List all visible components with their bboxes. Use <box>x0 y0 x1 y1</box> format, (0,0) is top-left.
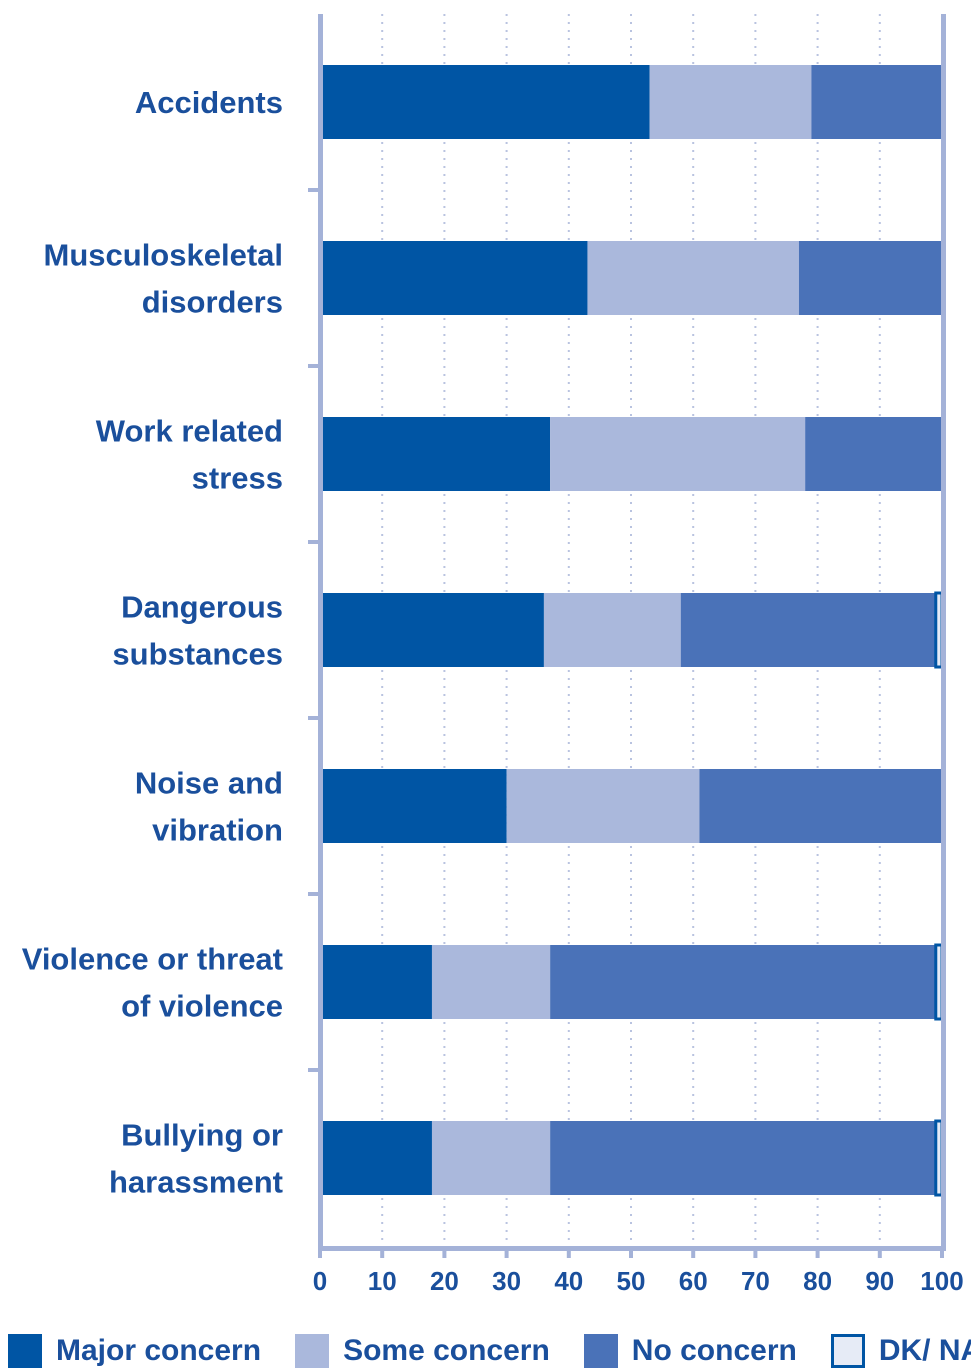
category-label-3-line-2: stress <box>192 461 283 496</box>
bar-3-major-concern <box>320 417 551 491</box>
bar-6-major-concern <box>320 945 432 1019</box>
bar-6-some-concern <box>431 945 551 1019</box>
category-label-1: Accidents <box>135 85 283 120</box>
x-tick-mark-20 <box>442 1246 447 1258</box>
bars <box>320 65 944 1197</box>
bar-4-major-concern <box>320 593 544 667</box>
legend-item-dk-na: DK/ NA <box>830 1334 971 1368</box>
legend-item-some-concern: Some concern <box>295 1334 550 1368</box>
legend-swatch <box>583 1334 618 1368</box>
bar-1-no-concern <box>811 65 942 139</box>
bar-3-no-concern <box>805 417 942 491</box>
x-tick-mark-10 <box>380 1246 385 1258</box>
axes <box>308 14 946 1258</box>
category-label-2-line-2: disorders <box>142 285 283 320</box>
x-tick-label-50: 50 <box>617 1266 646 1296</box>
x-tick-mark-50 <box>629 1246 633 1258</box>
category-label-6-line-1: Violence or threat <box>22 942 283 977</box>
bar-7-major-concern <box>320 1121 432 1195</box>
category-label-5-line-1: Noise and <box>135 766 283 801</box>
x-tick-label-0: 0 <box>313 1266 327 1296</box>
bar-4-no-concern <box>680 593 936 667</box>
legend-item-no-concern: No concern <box>583 1334 797 1368</box>
category-label-7-line-2: harassment <box>109 1165 283 1200</box>
x-tick-mark-40 <box>566 1246 571 1258</box>
stacked-bar-chart: Accidents Musculoskeletal disorders Work re… <box>22 14 964 1296</box>
y-tick-mark <box>308 892 320 896</box>
x-tick-label-80: 80 <box>803 1266 832 1296</box>
legend-label: Some concern <box>343 1334 550 1367</box>
category-label-5-line-2: vibration <box>152 813 283 848</box>
legend-item-major-concern: Major concern <box>8 1334 261 1368</box>
bar-7-some-concern <box>431 1121 551 1195</box>
bar-1-some-concern <box>649 65 812 139</box>
category-label-6-line-2: of violence <box>121 989 283 1024</box>
y-tick-mark <box>308 188 320 192</box>
category-label-3-line-1: Work related <box>96 414 283 449</box>
category-labels: Accidents Musculoskeletal disorders Work re… <box>22 85 283 1200</box>
x-tick-labels: 0 10 20 30 40 50 60 70 80 90 100 <box>313 1266 964 1296</box>
legend-label: Major concern <box>56 1334 262 1367</box>
y-tick-mark <box>308 364 320 368</box>
y-tick-mark <box>308 716 320 720</box>
bar-4-some-concern <box>543 593 681 667</box>
x-tick-mark-60 <box>691 1246 696 1258</box>
x-tick-label-40: 40 <box>554 1266 583 1296</box>
x-tick-mark-70 <box>753 1246 758 1258</box>
x-tick-mark-90 <box>877 1246 882 1258</box>
category-label-2-line-1: Musculoskeletal <box>44 238 283 273</box>
y-tick-mark <box>308 540 320 544</box>
category-label-4-line-1: Dangerous <box>121 590 283 625</box>
y-axis-line <box>318 14 323 1250</box>
x-tick-label-60: 60 <box>679 1266 708 1296</box>
legend-swatch <box>8 1334 42 1368</box>
x-tick-label-10: 10 <box>368 1266 397 1296</box>
x-tick-label-90: 90 <box>865 1266 894 1296</box>
x-tick-mark-0 <box>318 1246 322 1258</box>
legend-label: DK/ NA <box>878 1334 971 1367</box>
bar-6-no-concern <box>550 945 936 1019</box>
bar-7-no-concern <box>550 1121 936 1195</box>
legend: Major concern Some concern No concern DK/ N… <box>8 1330 971 1372</box>
bar-2-some-concern <box>587 241 799 315</box>
bar-5-some-concern <box>506 769 700 843</box>
bar-2-no-concern <box>798 241 942 315</box>
bar-1-major-concern <box>320 65 650 139</box>
category-label-4-line-2: substances <box>112 637 283 672</box>
bar-5-no-concern <box>699 769 942 843</box>
x-tick-label-100: 100 <box>920 1266 963 1296</box>
right-frame-line <box>941 14 946 1250</box>
bar-5-major-concern <box>320 769 507 843</box>
bar-2-major-concern <box>320 241 588 315</box>
bar-3-some-concern <box>550 417 806 491</box>
category-label-7-line-1: Bullying or <box>121 1118 283 1153</box>
legend-label: No concern <box>631 1334 797 1367</box>
x-tick-label-70: 70 <box>741 1266 770 1296</box>
y-tick-mark <box>308 1068 320 1072</box>
legend-swatch <box>830 1334 865 1368</box>
legend-swatch <box>295 1334 330 1368</box>
x-tick-label-30: 30 <box>492 1266 521 1296</box>
x-tick-mark-30 <box>504 1246 509 1258</box>
x-tick-label-20: 20 <box>430 1266 459 1296</box>
x-tick-mark-100 <box>940 1246 944 1258</box>
x-tick-mark-80 <box>815 1246 820 1258</box>
